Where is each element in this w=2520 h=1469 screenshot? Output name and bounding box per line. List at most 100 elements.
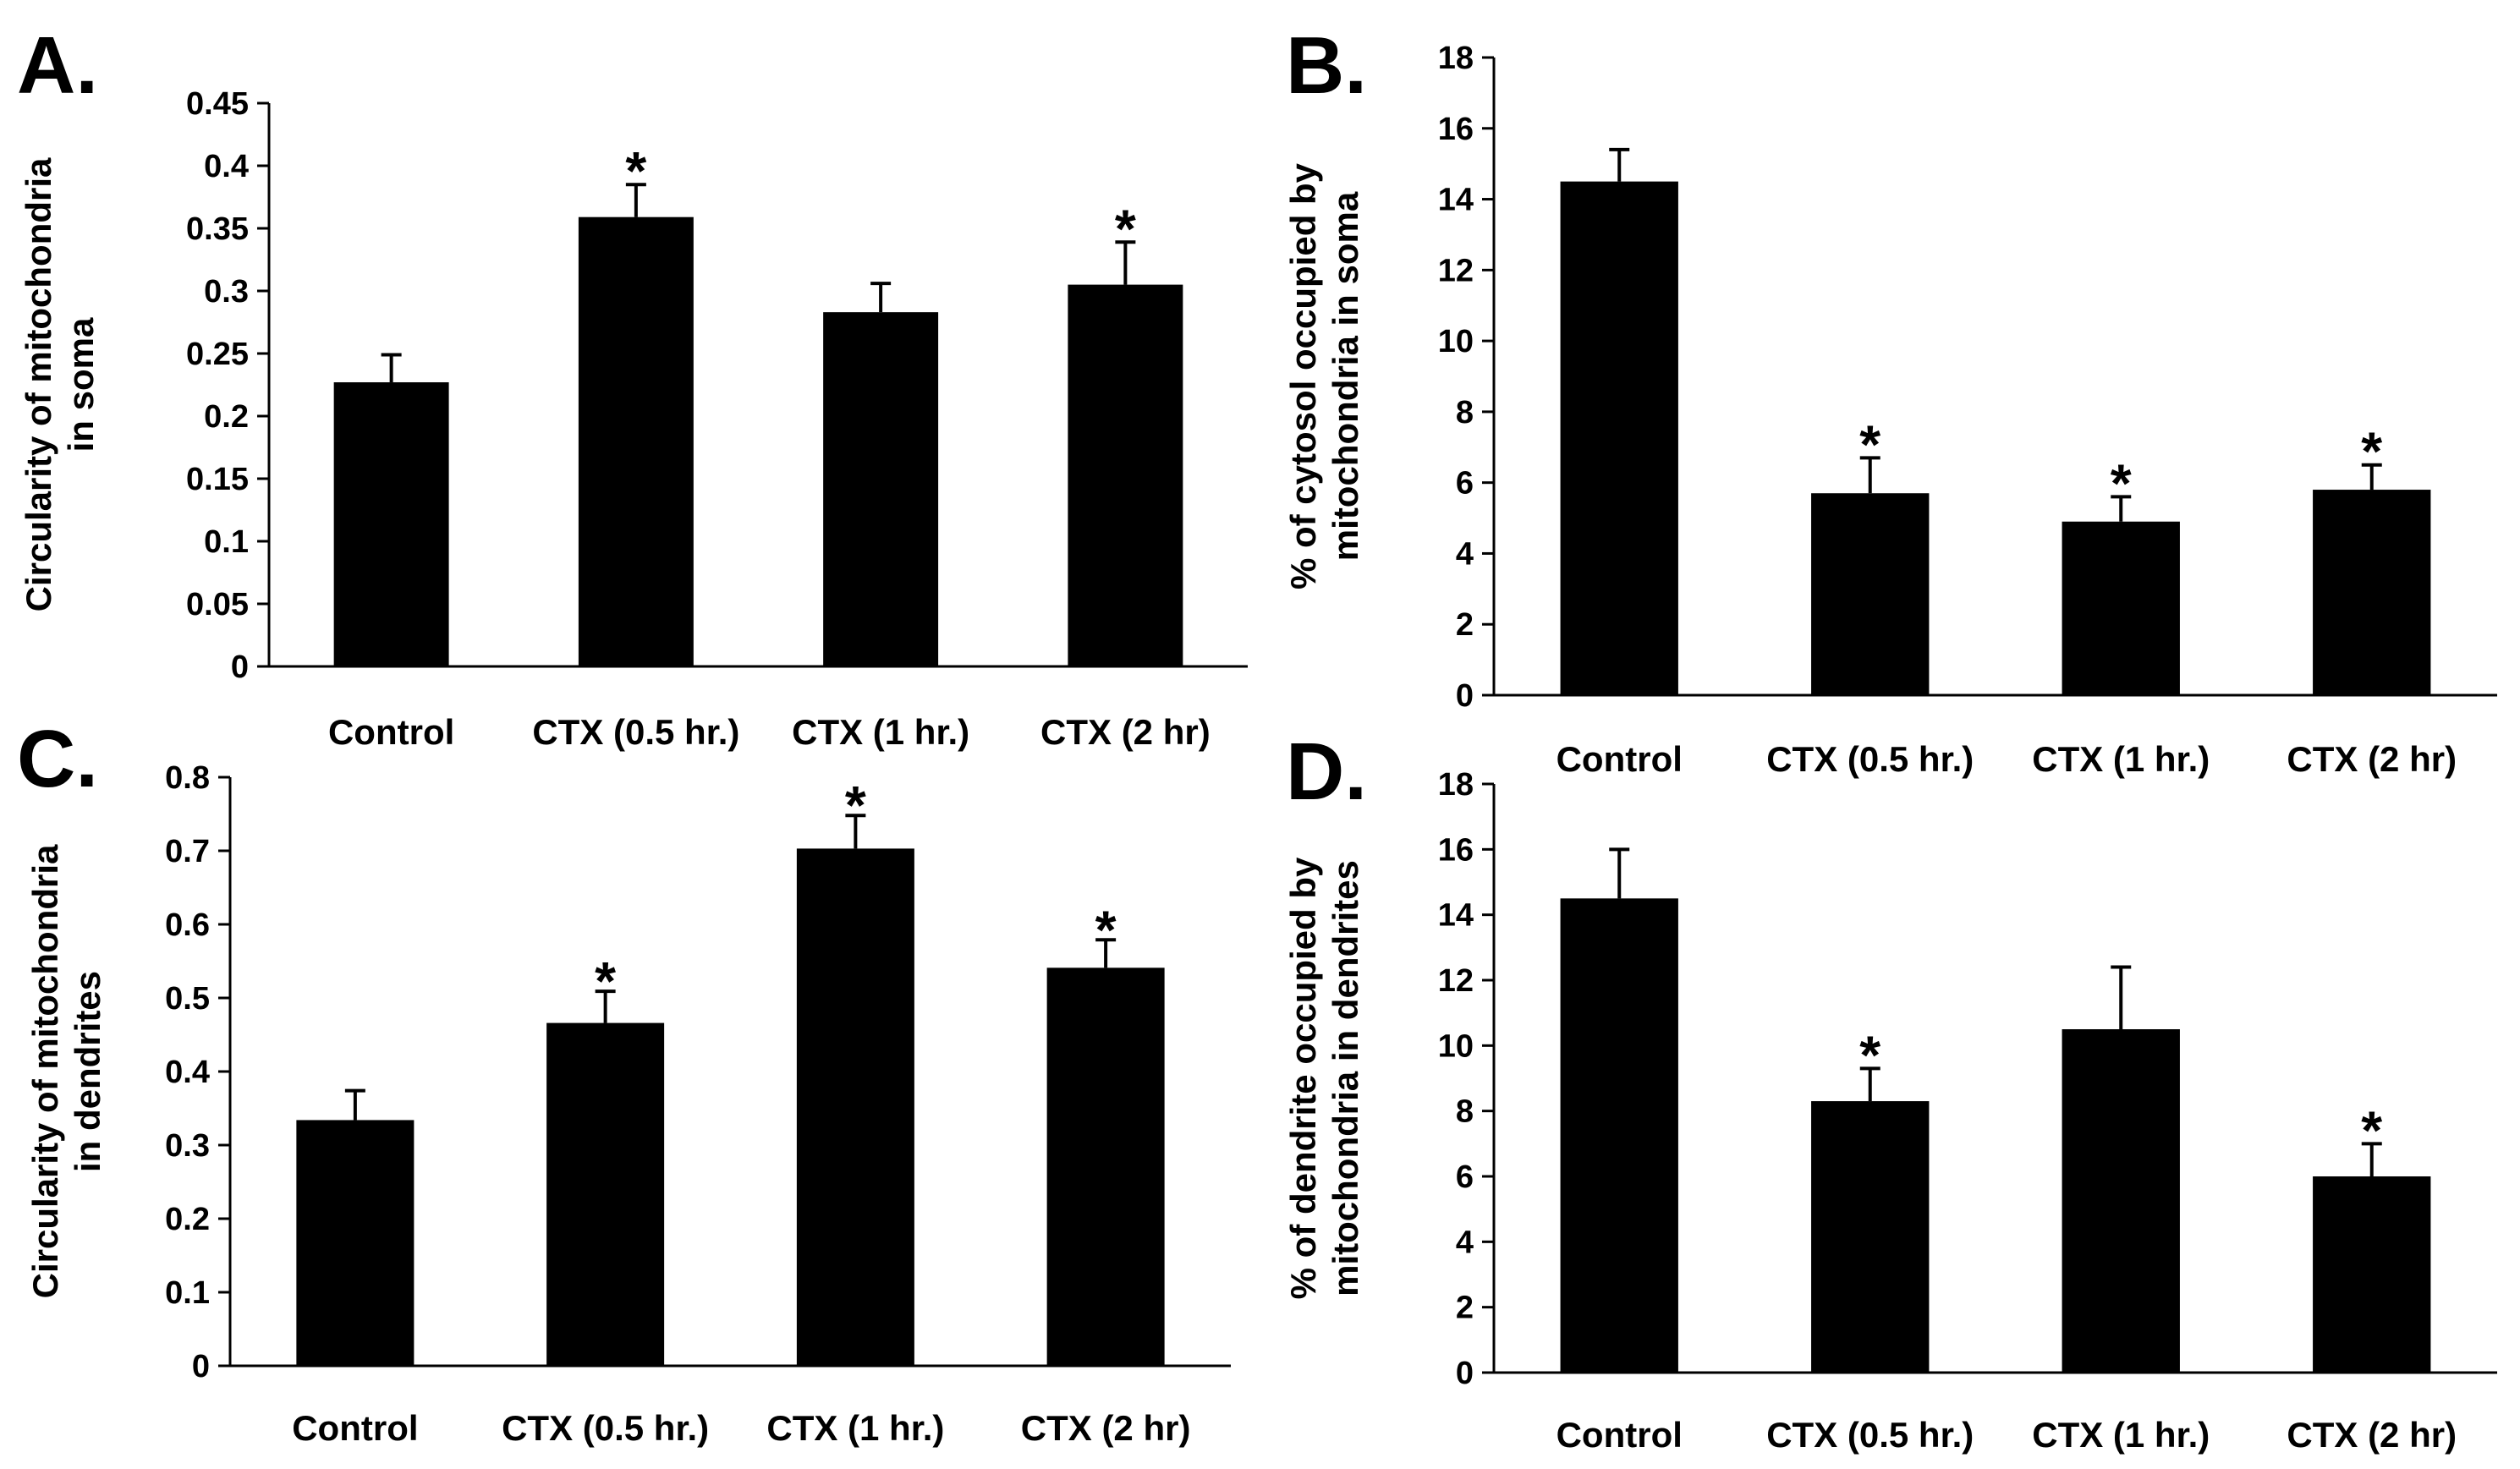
bar <box>1811 1101 1930 1373</box>
y-tick-label: 0.8 <box>165 760 210 796</box>
y-tick-label: 0 <box>192 1349 210 1384</box>
y-tick-label: 0.4 <box>204 149 249 184</box>
category-label: CTX (2 hr) <box>2287 739 2457 779</box>
category-label: CTX (1 hr.) <box>2032 739 2210 779</box>
category-label: CTX (0.5 hr.) <box>532 712 739 752</box>
y-tick-label: 10 <box>1438 1028 1474 1064</box>
panel-c: C. 0 0.1 0.2 0.3 0.4 0.5 0.6 0.7 0.8 Circularity o… <box>17 714 1231 1448</box>
y-axis-title-line: in dendrites <box>68 971 107 1172</box>
bar <box>1068 284 1183 666</box>
y-tick-label: 14 <box>1438 183 1474 218</box>
y-tick-label: 0 <box>1456 1356 1474 1391</box>
bar <box>2313 490 2431 695</box>
y-axis-title-line: % of cytosol occupied by <box>1283 162 1323 589</box>
y-axis-title-line: Circularity of mitochondria <box>19 157 58 611</box>
bar <box>578 217 694 666</box>
category-label: Control <box>1556 1415 1683 1455</box>
y-tick-label: 16 <box>1438 112 1474 147</box>
category-label: CTX (0.5 hr.) <box>1766 739 1974 779</box>
y-tick-label: 18 <box>1438 767 1474 803</box>
y-tick-label: 0.05 <box>186 587 249 622</box>
y-tick-label: 8 <box>1456 1094 1474 1130</box>
panel-b: B. 0 2 4 6 8 10 12 14 16 18 % of cytosol occupied b… <box>1283 20 2497 779</box>
y-tick-label: 0.45 <box>186 86 249 122</box>
bar <box>296 1120 415 1366</box>
significance-marker: * <box>2361 421 2382 482</box>
bar <box>2062 521 2180 695</box>
category-label: CTX (1 hr.) <box>2032 1415 2210 1455</box>
y-axis-title: Circularity of mitochondriain soma <box>19 157 101 611</box>
y-tick-label: 0 <box>1456 678 1474 714</box>
y-axis-title-line: in soma <box>61 317 101 452</box>
y-tick-label: 10 <box>1438 324 1474 359</box>
bar <box>2062 1029 2180 1373</box>
significance-marker: * <box>2111 452 2132 513</box>
y-tick-label: 0.3 <box>204 274 249 310</box>
y-tick-label: 8 <box>1456 395 1474 430</box>
category-label: CTX (2 hr) <box>2287 1415 2457 1455</box>
y-tick-label: 0.5 <box>165 981 210 1017</box>
y-axis-title-line: % of dendrite occupied by <box>1283 857 1323 1299</box>
bar <box>2313 1176 2431 1373</box>
significance-marker: * <box>1095 899 1117 960</box>
panel-label: D. <box>1286 726 1367 817</box>
panel-label: A. <box>17 20 98 111</box>
significance-marker: * <box>1859 414 1880 474</box>
bar <box>1046 967 1165 1366</box>
panel-label: C. <box>17 714 98 804</box>
y-tick-label: 0.1 <box>204 524 249 560</box>
y-tick-label: 0.3 <box>165 1128 210 1164</box>
bar <box>1811 493 1930 695</box>
y-tick-label: 0.4 <box>165 1055 210 1090</box>
y-tick-label: 0.2 <box>204 399 249 435</box>
panel-d: D. 0 2 4 6 8 10 12 14 16 18 % of dendrite occupied … <box>1283 726 2497 1455</box>
y-tick-label: 12 <box>1438 963 1474 999</box>
bar <box>1560 898 1678 1373</box>
y-tick-label: 18 <box>1438 41 1474 76</box>
significance-marker: * <box>2361 1099 2382 1160</box>
category-label: CTX (2 hr) <box>1040 712 1211 752</box>
y-tick-label: 0.35 <box>186 211 249 247</box>
y-tick-label: 2 <box>1456 607 1474 643</box>
panel-a: A. 0 0.05 0.1 0.15 0.2 0.25 0.3 0.35 0.4 0.45 Circu… <box>17 20 1248 752</box>
bar <box>823 312 939 666</box>
category-label: Control <box>1556 739 1683 779</box>
y-tick-label: 6 <box>1456 1159 1474 1195</box>
y-tick-label: 0.2 <box>165 1202 210 1237</box>
y-tick-label: 4 <box>1456 536 1474 572</box>
category-label: Control <box>292 1408 418 1448</box>
y-tick-label: 0.7 <box>165 834 210 869</box>
y-tick-label: 0.25 <box>186 337 249 372</box>
y-tick-label: 0.15 <box>186 462 249 497</box>
y-axis-title: % of cytosol occupied bymitochondria in … <box>1283 162 1365 589</box>
panel-label: B. <box>1286 20 1367 111</box>
bar <box>1560 181 1678 696</box>
y-tick-label: 0.6 <box>165 907 210 943</box>
y-axis-title: Circularity of mitochondriain dendrites <box>25 844 107 1298</box>
y-tick-label: 0.1 <box>165 1275 210 1311</box>
y-tick-label: 16 <box>1438 832 1474 868</box>
y-tick-label: 2 <box>1456 1291 1474 1326</box>
y-tick-label: 14 <box>1438 898 1474 934</box>
significance-marker: * <box>595 951 616 1011</box>
y-tick-label: 4 <box>1456 1225 1474 1260</box>
category-label: CTX (0.5 hr.) <box>1766 1415 1974 1455</box>
y-axis-title: % of dendrite occupied bymitochondria in… <box>1283 857 1365 1299</box>
y-tick-label: 0 <box>231 650 249 685</box>
category-label: CTX (0.5 hr.) <box>502 1408 709 1448</box>
significance-marker: * <box>1115 198 1136 259</box>
category-label: Control <box>328 712 454 752</box>
significance-marker: * <box>1859 1024 1880 1085</box>
significance-marker: * <box>845 775 866 836</box>
category-label: CTX (2 hr) <box>1021 1408 1191 1448</box>
significance-marker: * <box>625 140 646 201</box>
y-tick-label: 6 <box>1456 466 1474 502</box>
category-label: CTX (1 hr.) <box>792 712 969 752</box>
y-axis-title-line: mitochondria in soma <box>1326 191 1365 561</box>
y-axis-title-line: Circularity of mitochondria <box>25 844 65 1298</box>
bar <box>796 848 914 1366</box>
y-axis-title-line: mitochondria in dendrites <box>1326 860 1365 1296</box>
y-tick-label: 12 <box>1438 253 1474 288</box>
bar <box>546 1022 665 1366</box>
